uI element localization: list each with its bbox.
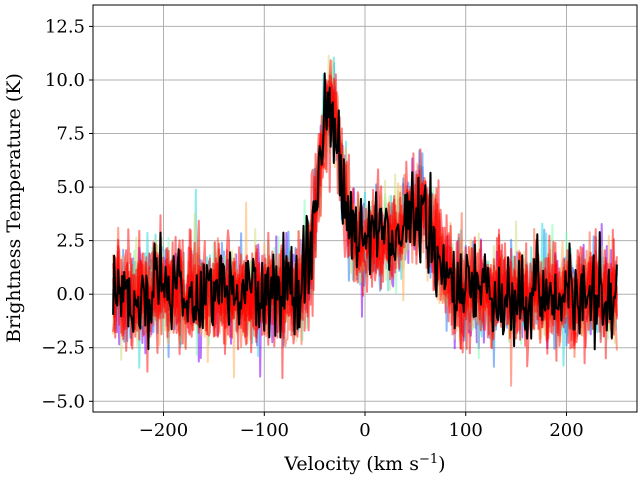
x-tick-label: −100 — [240, 420, 289, 441]
y-tick-label: 10.0 — [45, 70, 85, 91]
y-tick-label: 7.5 — [56, 124, 85, 145]
x-axis-label: Velocity (km s−1) — [283, 452, 445, 475]
x-tick-label: 0 — [359, 420, 370, 441]
y-tick-label: 5.0 — [56, 177, 85, 198]
x-tick-label: −200 — [139, 420, 188, 441]
y-tick-label: 0.0 — [56, 284, 85, 305]
x-tick-label: 100 — [449, 420, 483, 441]
y-tick-label: −2.5 — [41, 338, 85, 359]
y-tick-label: 12.5 — [45, 16, 85, 37]
y-axis-label: Brightness Temperature (K) — [3, 73, 25, 343]
x-tick-label: 200 — [549, 420, 583, 441]
y-tick-label: 2.5 — [56, 231, 85, 252]
y-tick-label: −5.0 — [41, 391, 85, 412]
